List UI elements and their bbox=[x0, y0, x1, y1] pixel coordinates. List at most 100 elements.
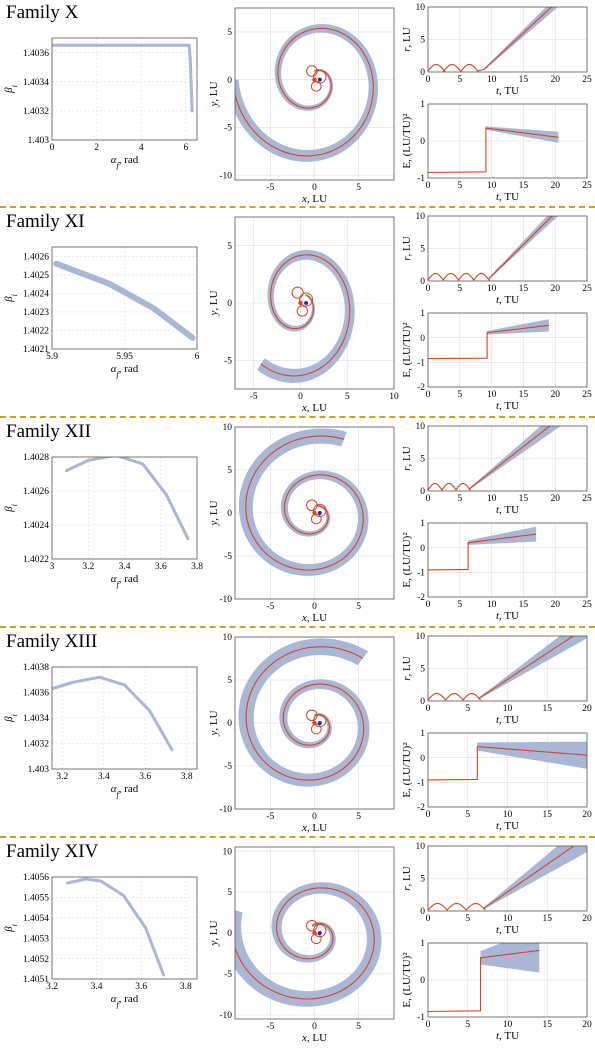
start-marker bbox=[317, 77, 322, 82]
x-tick-label: 10 bbox=[487, 284, 497, 294]
x-tick-label: 10 bbox=[503, 810, 513, 820]
y-tick-label: 1.4024 bbox=[23, 290, 49, 300]
axes: -5 0 5 -10 -5 0 5 bbox=[219, 8, 394, 193]
x-tick-label: 15 bbox=[519, 390, 529, 400]
x-tick-label: 20 bbox=[550, 181, 560, 191]
x-tick-label: 0 bbox=[312, 1022, 317, 1032]
x-tick-label: 10 bbox=[487, 75, 497, 85]
x-tick-label: 15 bbox=[519, 600, 529, 610]
y-tick-label: 0 bbox=[420, 544, 425, 554]
beta-point bbox=[98, 676, 101, 679]
y-tick-label: 0 bbox=[420, 68, 425, 78]
x-tick-label: 15 bbox=[519, 75, 529, 85]
x-tick-label: 0 bbox=[426, 600, 431, 610]
radius-curve bbox=[428, 216, 553, 281]
x-axis-label: t, TU bbox=[496, 820, 519, 832]
x-tick-label: -5 bbox=[266, 602, 274, 612]
x-axis-label: t, TU bbox=[496, 294, 519, 306]
y-tick-label: 10 bbox=[223, 633, 233, 643]
y-tick-label: 1.4034 bbox=[23, 714, 49, 724]
y-axis-label: y, LU bbox=[208, 500, 220, 526]
x-axis-label: x, LU bbox=[301, 612, 327, 624]
capture-loop bbox=[313, 503, 327, 518]
energy-time-chart: 0 5 10 15 20 25 -2 -1 0 1 t, TU E, (LU/TU)² bbox=[401, 519, 592, 622]
x-tick-label: 25 bbox=[582, 494, 592, 504]
y-axis-label: βi bbox=[3, 85, 19, 94]
x-axis-label: αf, rad bbox=[111, 573, 139, 589]
x-tick-label: 0 bbox=[426, 181, 431, 191]
beta-point bbox=[65, 469, 68, 472]
x-axis-label: t, TU bbox=[496, 714, 519, 726]
y-tick-label: -1 bbox=[417, 174, 425, 184]
axes-frame bbox=[51, 37, 198, 141]
beta-alpha-chart: 3.2 3.4 3.6 3.8 1.403 1.4032 1.4034 1.4036 1.403… bbox=[3, 663, 198, 799]
y-tick-label: 0 bbox=[227, 76, 232, 86]
y-tick-label: 0 bbox=[420, 697, 425, 707]
y-axis-label: E, (LU/TU)² bbox=[401, 532, 413, 588]
trajectory-band bbox=[238, 638, 370, 787]
x-tick-label: 0 bbox=[426, 390, 431, 400]
x-tick-label: 3.6 bbox=[155, 562, 167, 572]
beta-alpha-curve bbox=[52, 43, 194, 113]
x-tick-label: 20 bbox=[582, 1020, 592, 1030]
y-tick-label: -2 bbox=[417, 383, 425, 393]
x-tick-label: 5 bbox=[457, 181, 462, 191]
y-axis-label: y, LU bbox=[208, 81, 220, 107]
y-tick-label: 1 bbox=[420, 939, 425, 949]
axes-frame bbox=[234, 426, 395, 600]
y-tick-label: -5 bbox=[224, 357, 232, 367]
axes-frame bbox=[51, 456, 198, 560]
beta-point bbox=[190, 109, 194, 113]
family-row: Family XIII 3.2 3.4 3.6 3.8 1.403 1.4032 1.4034… bbox=[0, 629, 595, 839]
x-tick-label: 20 bbox=[582, 704, 592, 714]
y-tick-label: -10 bbox=[219, 1011, 232, 1021]
x-tick-label: 3.8 bbox=[180, 982, 192, 992]
beta-point bbox=[188, 44, 191, 47]
y-tick-label: 1.4055 bbox=[23, 894, 49, 904]
beta-point bbox=[165, 493, 168, 496]
family-title: Family XIV bbox=[6, 841, 99, 862]
nominal-trajectory bbox=[245, 646, 365, 781]
axes-frame bbox=[51, 246, 198, 350]
x-tick-label: 0 bbox=[426, 704, 431, 714]
row-separator bbox=[0, 836, 595, 838]
radius-band bbox=[478, 636, 587, 700]
y-tick-label: 0 bbox=[227, 509, 232, 519]
nominal-trajectory bbox=[260, 254, 351, 377]
y-axis-label: E, (LU/TU)² bbox=[401, 742, 413, 798]
axes: 5.9 5.95 6 1.4021 1.4022 1.4023 1.4024 1.4025 1.… bbox=[23, 247, 200, 362]
axes-frame bbox=[427, 522, 588, 598]
y-axis-label: βi bbox=[3, 294, 19, 303]
y-tick-label: 1.4022 bbox=[23, 555, 49, 565]
radius-band bbox=[483, 846, 587, 910]
x-tick-label: 5 bbox=[345, 392, 350, 402]
x-tick-label: 5 bbox=[457, 600, 462, 610]
x-tick-label: 3.2 bbox=[46, 982, 58, 992]
start-marker bbox=[317, 931, 322, 935]
y-tick-label: 0 bbox=[420, 487, 425, 497]
y-tick-label: 5 bbox=[420, 665, 425, 675]
y-tick-label: -2 bbox=[417, 803, 425, 813]
x-tick-label: 10 bbox=[389, 392, 399, 402]
axes-frame bbox=[234, 636, 395, 810]
x-axis-label: t, TU bbox=[496, 610, 519, 622]
y-tick-label: -5 bbox=[224, 552, 232, 562]
y-axis-label: βi bbox=[3, 504, 19, 513]
x-tick-label: -5 bbox=[266, 183, 274, 193]
beta-point bbox=[108, 282, 112, 286]
y-tick-label: 0 bbox=[420, 976, 425, 986]
x-tick-label: 4 bbox=[139, 143, 144, 153]
x-tick-label: 5 bbox=[465, 914, 470, 924]
x-axis-label: αf, rad bbox=[111, 993, 139, 1009]
y-axis-label: y, LU bbox=[208, 290, 220, 316]
y-tick-label: 1.4053 bbox=[23, 934, 49, 944]
y-axis-label: r, LU bbox=[401, 27, 413, 52]
nominal-trajectory bbox=[245, 435, 364, 571]
beta-point bbox=[55, 262, 58, 265]
capture-loop bbox=[296, 305, 308, 317]
x-tick-label: 10 bbox=[487, 494, 497, 504]
beta-alpha-chart: 5.9 5.95 6 1.4021 1.4022 1.4023 1.4024 1.4025 1.… bbox=[3, 246, 200, 379]
x-tick-label: 20 bbox=[550, 600, 560, 610]
